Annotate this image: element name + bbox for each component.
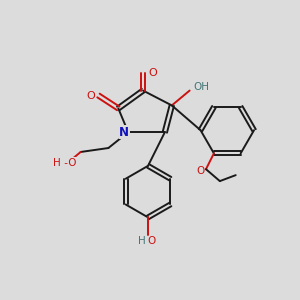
Text: O: O (148, 68, 157, 78)
Text: H: H (138, 236, 146, 246)
Text: O: O (148, 236, 156, 246)
Text: -O: -O (61, 158, 76, 168)
Text: OH: OH (194, 82, 209, 92)
Text: H: H (53, 158, 61, 168)
Text: O: O (196, 166, 204, 176)
Text: N: N (119, 126, 129, 139)
Text: O: O (86, 91, 95, 100)
